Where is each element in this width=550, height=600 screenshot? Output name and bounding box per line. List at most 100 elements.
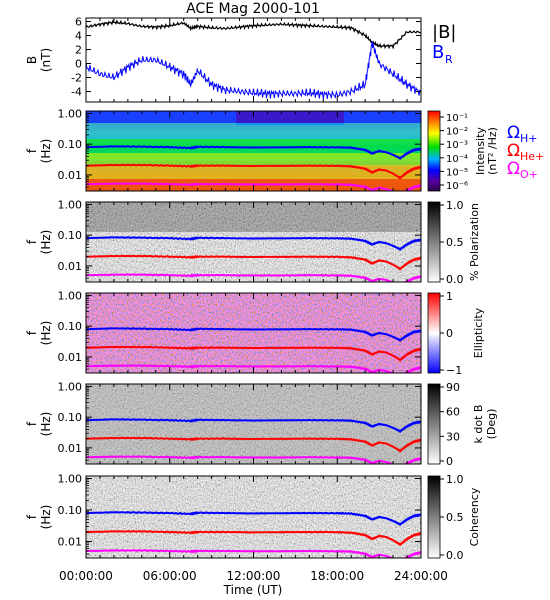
frequency-tick-label: 0.10 (58, 504, 83, 517)
colorbar-tick-label: 60 (446, 406, 460, 419)
oxygen-gyrofrequency-line (86, 549, 421, 558)
legend-omega-h-sub: H+ (520, 132, 538, 145)
legend-b-radial-subscript: R (445, 53, 453, 66)
coherency-label: Coherency (468, 487, 481, 546)
panel-wave-normal-angle: 1.00 0.10 0.01 f (Hz) 90 60 30 0 k dot B (Deg) (25, 380, 498, 468)
panel-polarization: 1.00 0.10 0.01 f (Hz) 1.0 0.5 0.0 % Polarizati… (25, 198, 481, 286)
proton-gyrofrequency-line (86, 236, 421, 252)
legend-omega-o: Ω (507, 159, 520, 179)
oxygen-gyrofrequency-line (86, 273, 421, 282)
colorbar-tick-label: 0 (446, 455, 453, 468)
time-tick-label: 06:00:00 (143, 569, 197, 583)
frequency-tick-label: 1.00 (58, 472, 83, 485)
frequency-axis-label-line1: f (25, 514, 39, 519)
frequency-tick-label: 0.01 (58, 169, 83, 182)
oxygen-gyrofrequency-line (86, 364, 421, 373)
helium-gyrofrequency-line (86, 436, 421, 454)
helium-gyrofrequency-line (86, 163, 421, 181)
frequency-tick-label: 0.01 (58, 351, 83, 364)
frequency-tick-label: 1.00 (58, 198, 83, 211)
panel-power-spectrum: 1.00 0.10 0.01 f (Hz) 10⁻¹ 10⁻² 10⁻³ 10⁻⁴ 10⁻⁵ 10… (25, 107, 544, 192)
kdotb-label-line1: k dot B (472, 405, 485, 444)
helium-gyrofrequency-line (86, 254, 421, 272)
legend-omega-he: Ω (507, 141, 520, 161)
oxygen-gyrofrequency-line (86, 182, 421, 191)
frequency-axis-label-line2: (Hz) (39, 321, 53, 346)
time-tick-label: 24:00:00 (394, 569, 448, 583)
kdotb-colorbar (427, 383, 441, 465)
ellipticity-colorbar (427, 292, 441, 374)
proton-gyrofrequency-line (86, 145, 421, 161)
time-tick-label: 12:00:00 (227, 569, 281, 583)
frequency-tick-label: 0.10 (58, 411, 83, 424)
colorbar-tick-label: −1 (446, 364, 462, 377)
colorbar-tick-label: 10⁻³ (446, 140, 468, 151)
panel-ellipticity: 1.00 0.10 0.01 f (Hz) 1 0 −1 Ellipticity (25, 289, 485, 377)
b-ylabel-line1: B (25, 56, 39, 64)
b-ylabel-line2: (nT) (39, 48, 53, 72)
frequency-axis-label-line2: (Hz) (39, 505, 53, 530)
frequency-tick-label: 0.10 (58, 229, 83, 242)
legend-b-radial: B (432, 42, 444, 63)
b-ytick-label: 6 (75, 16, 82, 29)
frequency-axis-label-line2: (Hz) (39, 139, 53, 164)
chart-title: ACE Mag 2000-101 (186, 1, 320, 17)
colorbar-tick-label: 10⁻¹ (446, 113, 468, 124)
polarization-colorbar (427, 201, 441, 283)
spectrum-quiet-region (236, 111, 344, 125)
frequency-tick-label: 0.01 (58, 536, 83, 549)
frequency-tick-label: 1.00 (58, 107, 83, 120)
panel-coherency: 1.00 0.10 0.01 f (Hz) 1.0 0.5 0.0 Coherency (25, 472, 481, 562)
frequency-axis-label-line1: f (25, 239, 39, 244)
colorbar-tick-label: 1.0 (446, 199, 464, 212)
colorbar-tick-label: 0.5 (446, 511, 464, 524)
colorbar-tick-label: 10⁻⁶ (446, 181, 468, 192)
frequency-tick-label: 0.10 (58, 138, 83, 151)
colorbar-tick-label: 10⁻⁴ (446, 154, 468, 165)
legend-b-total: |B| (432, 22, 456, 43)
intensity-colorbar (427, 110, 441, 192)
colorbar-tick-label: 0 (446, 327, 453, 340)
oxygen-gyrofrequency-line (86, 455, 421, 464)
frequency-tick-label: 0.10 (58, 320, 83, 333)
kdotb-label-line2: (Deg) (485, 409, 498, 440)
colorbar-tick-label: 0.0 (446, 549, 464, 562)
legend-omega-h: Ω (507, 123, 520, 143)
colorbar-tick-label: 0.0 (446, 273, 464, 286)
coherency-field (86, 476, 421, 558)
intensity-label-line1: Intensity (474, 127, 487, 175)
b-radial-line (86, 41, 421, 100)
b-ytick-label: 0 (75, 58, 82, 71)
frequency-axis-label-line2: (Hz) (39, 412, 53, 437)
proton-gyrofrequency-line (86, 418, 421, 434)
b-ytick-label: 2 (75, 44, 82, 57)
frequency-axis-label-line1: f (25, 148, 39, 153)
frequency-tick-label: 0.01 (58, 260, 83, 273)
time-tick-label: 18:00:00 (310, 569, 364, 583)
colorbar-tick-label: 30 (446, 430, 460, 443)
frequency-tick-label: 1.00 (58, 380, 83, 393)
legend-omega-o-sub: O+ (520, 168, 538, 181)
frequency-tick-label: 1.00 (58, 289, 83, 302)
coherency-colorbar (427, 475, 441, 559)
intensity-label-line2: (nT² /Hz) (486, 127, 499, 175)
ellipticity-label: Ellipticity (472, 307, 485, 358)
frequency-tick-label: 0.01 (58, 442, 83, 455)
b-ytick-label: -2 (71, 72, 82, 85)
colorbar-tick-label: 1.0 (446, 473, 464, 486)
b-ytick-label: -4 (71, 86, 82, 99)
colorbar-tick-label: 1 (446, 290, 453, 303)
ellipticity-field (86, 293, 421, 373)
time-axis: 00:00:00 06:00:00 12:00:00 18:00:00 24:00:00 (59, 18, 448, 583)
helium-gyrofrequency-line (86, 530, 421, 547)
frequency-axis-label-line1: f (25, 330, 39, 335)
polarization-label: % Polarization (468, 203, 481, 281)
proton-gyrofrequency-line (86, 327, 421, 343)
time-axis-label: Time (UT) (223, 583, 283, 597)
colorbar-tick-label: 90 (446, 381, 460, 394)
colorbar-tick-label: 10⁻² (446, 127, 468, 138)
time-tick-label: 00:00:00 (59, 569, 113, 583)
proton-gyrofrequency-line (86, 511, 421, 527)
